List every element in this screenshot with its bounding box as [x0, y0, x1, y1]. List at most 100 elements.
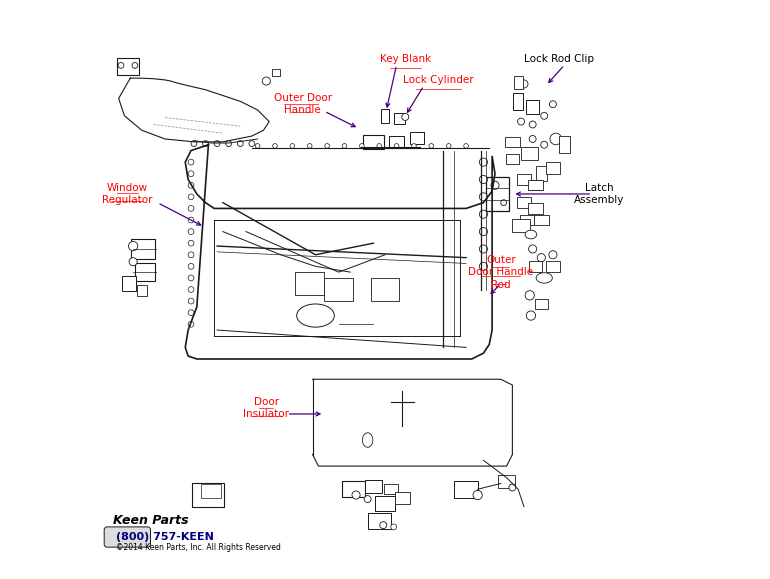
Circle shape — [537, 254, 545, 262]
Circle shape — [263, 77, 270, 85]
Circle shape — [412, 144, 417, 148]
Text: Outer
Door Handle
Rod: Outer Door Handle Rod — [468, 255, 534, 290]
Bar — [117, 58, 139, 75]
Bar — [521, 147, 538, 160]
Text: Latch
Assembly: Latch Assembly — [574, 183, 624, 205]
Circle shape — [290, 144, 295, 148]
Circle shape — [480, 245, 487, 253]
Bar — [528, 203, 543, 214]
Bar — [517, 197, 531, 208]
Bar — [535, 299, 547, 309]
Circle shape — [188, 321, 194, 327]
Ellipse shape — [363, 433, 373, 447]
Circle shape — [188, 194, 194, 200]
Circle shape — [429, 144, 434, 148]
Circle shape — [188, 263, 194, 269]
Bar — [512, 219, 530, 232]
Bar — [498, 475, 514, 488]
Circle shape — [364, 496, 371, 503]
Circle shape — [129, 241, 138, 251]
Ellipse shape — [525, 230, 537, 239]
Bar — [505, 137, 520, 147]
Text: Door
Insulator: Door Insulator — [243, 397, 290, 419]
Bar — [393, 113, 405, 124]
Bar — [410, 132, 424, 144]
Circle shape — [473, 490, 482, 500]
Bar — [559, 136, 571, 153]
Text: Window
Regulator: Window Regulator — [102, 183, 152, 205]
Bar — [136, 285, 147, 296]
Circle shape — [528, 245, 537, 253]
Circle shape — [249, 141, 255, 146]
Bar — [192, 483, 224, 507]
Circle shape — [500, 200, 507, 206]
Bar — [295, 272, 324, 295]
Circle shape — [129, 258, 137, 266]
Circle shape — [391, 524, 397, 530]
Circle shape — [509, 484, 516, 491]
Text: Outer Door
Handle: Outer Door Handle — [273, 93, 332, 115]
Bar — [534, 215, 548, 225]
Circle shape — [464, 144, 468, 148]
Bar — [122, 277, 136, 291]
Bar — [526, 100, 539, 115]
Bar — [383, 484, 398, 494]
Circle shape — [526, 311, 536, 320]
Circle shape — [342, 144, 346, 148]
Circle shape — [480, 262, 487, 270]
Text: Keen Parts: Keen Parts — [113, 514, 189, 527]
Bar — [375, 496, 395, 511]
Text: Key Blank: Key Blank — [380, 54, 431, 64]
Circle shape — [525, 291, 534, 300]
Circle shape — [491, 181, 499, 189]
Circle shape — [360, 144, 364, 148]
Circle shape — [480, 228, 487, 236]
Circle shape — [188, 229, 194, 234]
Circle shape — [529, 121, 536, 128]
Bar — [132, 239, 155, 259]
Circle shape — [402, 113, 409, 120]
Circle shape — [132, 63, 138, 68]
Circle shape — [480, 210, 487, 218]
Bar — [487, 177, 510, 211]
Bar — [135, 263, 155, 281]
Ellipse shape — [296, 304, 334, 327]
Circle shape — [188, 298, 194, 304]
Circle shape — [377, 144, 381, 148]
Bar — [546, 162, 560, 174]
Bar — [520, 215, 534, 225]
Text: Lock Cylinder: Lock Cylinder — [403, 75, 474, 85]
Circle shape — [188, 275, 194, 281]
Circle shape — [188, 182, 194, 188]
Circle shape — [203, 141, 209, 146]
Bar — [363, 134, 383, 149]
Bar — [272, 69, 280, 76]
Circle shape — [188, 252, 194, 258]
Bar — [536, 167, 547, 181]
Bar — [367, 513, 391, 529]
FancyBboxPatch shape — [104, 527, 150, 547]
Circle shape — [447, 144, 451, 148]
Circle shape — [214, 141, 220, 146]
Circle shape — [550, 133, 561, 145]
Circle shape — [226, 141, 232, 146]
Bar — [517, 174, 531, 185]
Bar — [370, 278, 400, 301]
Circle shape — [118, 63, 124, 68]
Bar — [395, 492, 410, 504]
Circle shape — [188, 206, 194, 211]
Circle shape — [520, 80, 528, 88]
Bar — [529, 261, 542, 272]
Circle shape — [188, 217, 194, 223]
Circle shape — [550, 101, 557, 108]
Circle shape — [480, 193, 487, 201]
Bar — [528, 180, 543, 190]
Circle shape — [325, 144, 330, 148]
Circle shape — [188, 159, 194, 165]
Text: ©2014 Keen Parts, Inc. All Rights Reserved: ©2014 Keen Parts, Inc. All Rights Reserv… — [116, 543, 280, 552]
Circle shape — [188, 310, 194, 316]
Bar — [365, 480, 382, 493]
Circle shape — [237, 141, 243, 146]
Bar — [380, 108, 390, 123]
Circle shape — [549, 251, 557, 259]
